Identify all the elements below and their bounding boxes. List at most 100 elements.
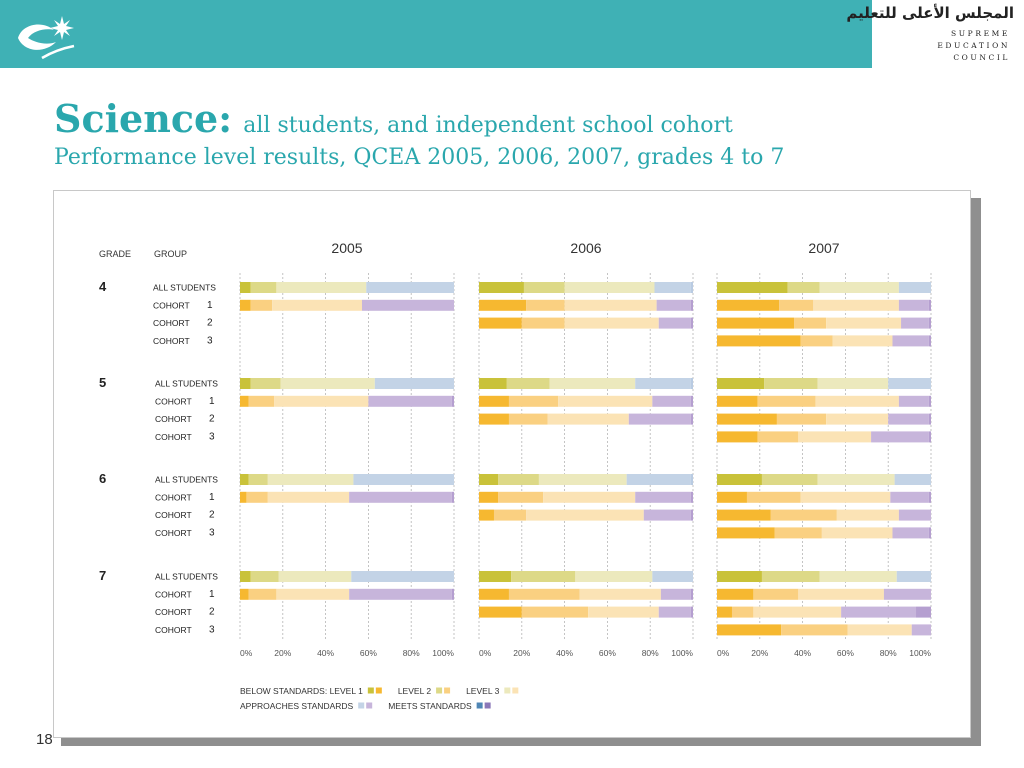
bar-segment	[916, 606, 931, 618]
x-tick-label: 60%	[599, 648, 616, 658]
bar-segment	[267, 491, 350, 503]
bar-segment	[690, 378, 693, 389]
bar-segment	[690, 606, 693, 618]
header-bar: المجلس الأعلى للتعليم SUPREME EDUCATION …	[0, 0, 1024, 68]
bar-segment	[368, 395, 452, 407]
bar-segment	[898, 509, 931, 521]
row-label: COHORT	[155, 607, 192, 617]
bar-segment	[506, 378, 550, 389]
bar-segment	[479, 317, 522, 329]
bar-segment	[626, 474, 691, 485]
bar-segment	[717, 474, 762, 485]
bar-segment	[779, 299, 814, 311]
row-label: ALL STUDENTS	[153, 283, 216, 293]
row-label: ALL STUDENTS	[155, 572, 218, 582]
bar-segment	[248, 395, 275, 407]
year-header: 2005	[331, 240, 362, 256]
bar-segment	[276, 282, 367, 293]
bar-segment	[928, 527, 931, 539]
x-tick-label: 80%	[642, 648, 659, 658]
bar-segment	[660, 588, 691, 600]
bar-segment	[717, 335, 801, 347]
cohort-number: 3	[209, 431, 215, 442]
bar-segment	[523, 282, 565, 293]
bar-segment	[658, 317, 691, 329]
bar-segment	[847, 624, 912, 636]
bar-segment	[635, 491, 691, 503]
row-label: COHORT	[155, 396, 192, 406]
x-tick-label: 20%	[751, 648, 768, 658]
bar-segment	[826, 317, 902, 329]
legend-swatch	[375, 687, 382, 694]
bar-segment	[690, 474, 693, 485]
bar-segment	[928, 431, 931, 443]
bar-segment	[717, 624, 782, 636]
row-label: COHORT	[155, 432, 192, 442]
cohort-number: 1	[209, 589, 215, 600]
legend-label: LEVEL 2	[398, 686, 432, 696]
bar-segment	[564, 282, 655, 293]
bar-segment	[757, 395, 816, 407]
legend-swatch	[358, 702, 365, 709]
row-label: ALL STUDENTS	[155, 379, 218, 389]
bar-segment	[901, 317, 929, 329]
bar-segment	[928, 491, 931, 503]
bar-segment	[508, 588, 580, 600]
grade-column-header: GRADE	[99, 249, 131, 259]
bar-segment	[588, 606, 659, 618]
bar-segment	[898, 282, 931, 293]
row-label: ALL STUDENTS	[155, 475, 218, 485]
grade-label: 7	[99, 568, 106, 583]
bar-segment	[652, 395, 691, 407]
bar-segment	[521, 317, 565, 329]
bar-segment	[272, 299, 362, 311]
council-name-line: EDUCATION	[937, 41, 1010, 50]
bar-segment	[896, 571, 931, 582]
row-label: COHORT	[155, 589, 192, 599]
bar-segment	[717, 606, 732, 618]
bar-segment	[654, 282, 691, 293]
x-tick-label: 100%	[909, 648, 931, 658]
bar-segment	[451, 395, 454, 407]
bar-segment	[761, 571, 820, 582]
bar-segment	[832, 335, 893, 347]
bar-segment	[770, 509, 837, 521]
x-tick-label: 40%	[556, 648, 573, 658]
bar-segment	[248, 588, 277, 600]
x-tick-label: 60%	[837, 648, 854, 658]
bar-segment	[776, 413, 827, 425]
bar-segment	[498, 474, 539, 485]
bar-segment	[543, 491, 636, 503]
cohort-number: 2	[209, 607, 215, 618]
bar-segment	[248, 474, 268, 485]
legend-swatch	[512, 687, 519, 694]
bar-segment	[717, 317, 795, 329]
bar-segment	[800, 335, 833, 347]
legend-swatch	[504, 687, 511, 694]
bar-segment	[280, 378, 375, 389]
bar-segment	[928, 335, 931, 347]
cohort-number: 2	[209, 414, 215, 425]
bar-segment	[240, 571, 251, 582]
x-tick-label: 100%	[432, 648, 454, 658]
legend-swatch	[366, 702, 373, 709]
bar-segment	[690, 282, 693, 293]
slide-subtitle: Performance level results, QCEA 2005, 20…	[54, 145, 785, 170]
bar-segment	[787, 282, 820, 293]
bar-segment	[690, 491, 693, 503]
bar-segment	[928, 413, 931, 425]
bar-segment	[508, 413, 548, 425]
bar-segment	[579, 588, 661, 600]
bar-segment	[781, 624, 848, 636]
bar-segment	[498, 491, 544, 503]
bar-segment	[817, 474, 895, 485]
bar-segment	[892, 527, 929, 539]
bar-segment	[717, 571, 762, 582]
bar-segment	[819, 571, 897, 582]
bar-segment	[240, 395, 249, 407]
bar-segment	[717, 509, 771, 521]
year-header: 2007	[808, 240, 839, 256]
legend-label: MEETS STANDARDS	[388, 701, 472, 711]
bar-segment	[717, 282, 788, 293]
legend-swatch	[476, 702, 483, 709]
